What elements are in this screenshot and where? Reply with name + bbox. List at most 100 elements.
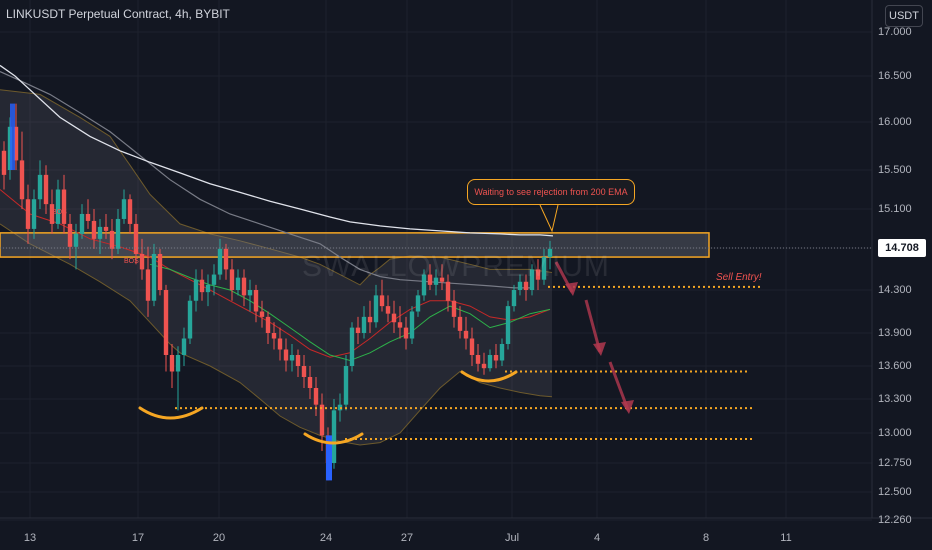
- candle-body: [145, 269, 151, 301]
- candle-body: [391, 313, 397, 323]
- candle-body: [277, 338, 283, 350]
- candle-body: [283, 349, 289, 361]
- candle-body: [529, 269, 535, 290]
- candle-body: [409, 311, 415, 339]
- price-tick: 12.750: [878, 457, 912, 469]
- candle-body: [457, 316, 463, 331]
- candle-body: [79, 213, 85, 234]
- candle-body: [193, 279, 199, 301]
- candle-body: [175, 355, 181, 372]
- target-levels: [175, 285, 762, 440]
- candle-body: [361, 316, 367, 333]
- candle-body: [127, 199, 133, 224]
- price-tick: 15.500: [878, 164, 912, 176]
- candlesticks: [1, 103, 553, 481]
- projection-arrow-head: [621, 400, 634, 414]
- date-tick: 11: [780, 532, 792, 544]
- candle-body: [523, 281, 529, 290]
- bos-label: BOS: [52, 209, 67, 216]
- price-tick: 13.900: [878, 327, 912, 339]
- candle-body: [295, 355, 301, 366]
- candle-body: [331, 410, 337, 463]
- chart-title: LINKUSDT Perpetual Contract, 4h, BYBIT: [6, 7, 230, 21]
- projection-arrow-head: [565, 282, 578, 296]
- candle-body: [235, 277, 241, 290]
- candle-body: [151, 253, 157, 301]
- candle-body: [343, 366, 349, 405]
- bos-label: BOS: [124, 258, 139, 265]
- candle-body: [301, 366, 307, 377]
- candle-body: [385, 306, 391, 314]
- sell-entry-label: Sell Entry!: [716, 272, 762, 283]
- candle-body: [451, 300, 457, 317]
- swing-low-arc: [460, 370, 518, 383]
- candle-body: [505, 306, 511, 344]
- candle-body: [433, 277, 439, 285]
- candle-body: [19, 160, 25, 200]
- candle-body: [319, 404, 325, 436]
- candle-body: [55, 189, 61, 224]
- candle-body: [139, 253, 145, 270]
- candle-body: [493, 355, 499, 361]
- price-tick: 12.260: [878, 514, 912, 526]
- swing-low-arc: [303, 432, 364, 445]
- date-tick: 4: [593, 532, 601, 544]
- candle-body: [1, 150, 7, 175]
- candle-body: [133, 223, 139, 254]
- candle-body: [37, 174, 43, 200]
- candle-body: [415, 295, 421, 312]
- candle-body: [67, 223, 73, 247]
- candle-body: [115, 218, 121, 249]
- candle-body: [205, 284, 211, 293]
- candle-body: [541, 257, 547, 280]
- date-tick: 17: [131, 532, 145, 544]
- price-tick: 14.300: [878, 284, 912, 296]
- candle-body: [307, 377, 313, 388]
- candle-body: [271, 333, 277, 339]
- candle-body: [289, 355, 295, 361]
- candle-body: [241, 277, 247, 296]
- candle-body: [229, 269, 235, 290]
- price-tick: 16.000: [878, 116, 912, 128]
- date-tick: 27: [400, 532, 414, 544]
- candle-body: [487, 355, 493, 369]
- candle-body: [265, 316, 271, 333]
- candle-body: [103, 226, 109, 231]
- candle-body: [199, 279, 205, 293]
- annotation-callout: Waiting to see rejection from 200 EMA: [467, 179, 635, 205]
- candle-body: [499, 344, 505, 361]
- candle-body: [349, 327, 355, 366]
- candle-body: [109, 230, 115, 249]
- volume-highlight-candle: [10, 103, 15, 170]
- projection-arrow-head: [593, 342, 606, 356]
- price-tick: 16.500: [878, 70, 912, 82]
- red-ma-line: [0, 189, 551, 358]
- candle-body: [427, 274, 433, 285]
- candle-body: [223, 248, 229, 270]
- candle-body: [379, 295, 385, 307]
- candle-body: [121, 199, 127, 219]
- candle-body: [31, 199, 37, 229]
- swing-low-arc: [138, 406, 204, 420]
- date-tick: 24: [319, 532, 333, 544]
- date-tick: 20: [212, 532, 226, 544]
- candle-body: [547, 248, 553, 258]
- watermark: SWALLOWPREMIUM: [302, 250, 610, 283]
- price-tick: 15.100: [878, 203, 912, 215]
- candle-body: [421, 274, 427, 296]
- chart-annotations: BOS BOS: [0, 204, 872, 445]
- candle-body: [355, 327, 361, 333]
- candle-body: [217, 248, 223, 275]
- currency-button[interactable]: USDT: [885, 5, 923, 27]
- candle-body: [439, 277, 445, 282]
- date-tick: 13: [23, 532, 37, 544]
- candle-body: [517, 281, 523, 290]
- candle-body: [445, 281, 451, 301]
- candle-body: [253, 290, 259, 312]
- candle-body: [211, 274, 217, 285]
- ema200-line: [0, 64, 554, 237]
- candle-body: [163, 290, 169, 355]
- candle-body: [313, 388, 319, 405]
- candle-body: [91, 220, 97, 239]
